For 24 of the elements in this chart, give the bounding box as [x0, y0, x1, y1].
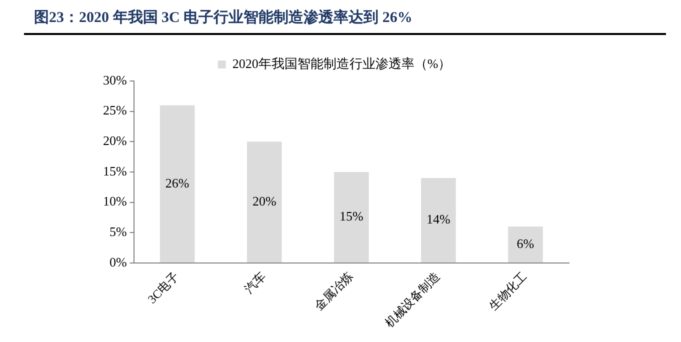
legend-label: 2020年我国智能制造行业渗透率（%） — [232, 56, 452, 71]
bar — [421, 178, 456, 262]
y-tick-label: 10% — [102, 194, 127, 209]
x-tick-label: 3C电子 — [144, 269, 182, 306]
x-tick-label: 机械设备制造 — [382, 269, 443, 330]
y-tick-label: 5% — [109, 224, 127, 240]
data-label: 15% — [339, 208, 364, 224]
x-tick-label: 汽车 — [242, 269, 269, 296]
y-tick-label: 25% — [102, 102, 127, 118]
y-tick-label: 30% — [102, 72, 127, 88]
data-label: 20% — [252, 193, 276, 208]
y-tick-label: 15% — [102, 163, 127, 178]
data-label: 26% — [165, 175, 190, 190]
chart-title: 图23：2020 年我国 3C 电子行业智能制造渗透率达到 26% — [34, 8, 412, 27]
y-tick-label: 20% — [102, 133, 127, 148]
bar — [160, 105, 195, 262]
x-tick-label: 金属冶炼 — [312, 269, 356, 314]
y-tick-label: 0% — [109, 254, 127, 270]
bar — [334, 172, 369, 262]
x-tick-label: 生物化工 — [486, 269, 530, 314]
data-label: 14% — [426, 212, 451, 227]
bar — [508, 226, 543, 262]
data-label: 6% — [516, 236, 534, 251]
bar — [246, 142, 282, 262]
